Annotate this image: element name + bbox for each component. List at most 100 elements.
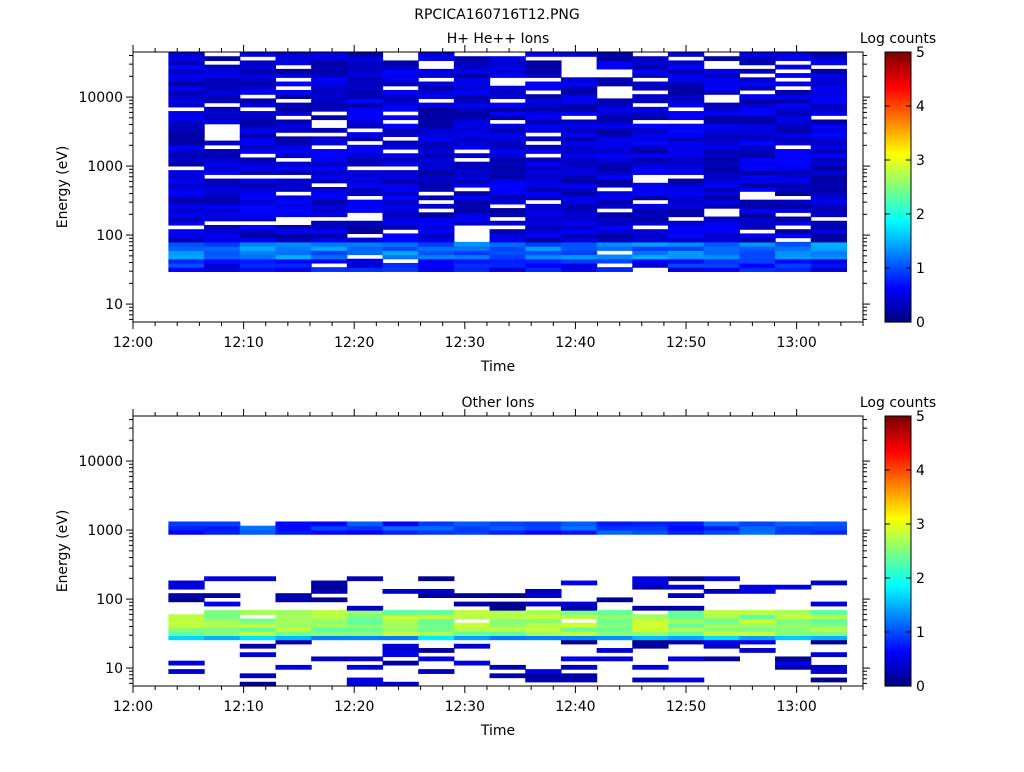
data-cell xyxy=(382,241,419,247)
data-cell xyxy=(703,614,740,620)
data-cell xyxy=(739,161,776,167)
data-cell xyxy=(810,631,848,636)
colorbar-swatch xyxy=(885,654,911,658)
data-cell xyxy=(596,241,633,247)
data-cell xyxy=(311,584,348,590)
data-cell xyxy=(667,64,705,70)
data-cell xyxy=(632,212,669,218)
data-cell xyxy=(275,178,312,184)
data-cell xyxy=(453,60,491,66)
colorbar-swatch xyxy=(885,70,911,73)
data-cell xyxy=(275,60,312,66)
data-cell xyxy=(382,208,419,213)
data-cell xyxy=(453,195,491,201)
data-cell xyxy=(739,233,776,239)
data-cell xyxy=(204,250,241,256)
y-tick-label: 10000 xyxy=(78,454,123,470)
data-cell xyxy=(810,182,848,188)
data-cell xyxy=(168,149,205,154)
data-cell xyxy=(204,98,241,104)
data-cell xyxy=(489,153,526,159)
data-cell xyxy=(775,111,812,116)
data-cell xyxy=(632,605,669,611)
data-cell xyxy=(453,161,491,167)
data-cell xyxy=(632,216,669,222)
data-cell xyxy=(810,610,848,615)
data-cell xyxy=(667,605,705,611)
data-cell xyxy=(239,681,277,687)
data-cell xyxy=(703,56,740,62)
data-cell xyxy=(667,631,705,636)
colorbar-swatch xyxy=(885,587,911,590)
data-cell xyxy=(204,64,241,70)
data-cell xyxy=(560,102,598,108)
data-cell xyxy=(489,140,526,146)
data-cell xyxy=(775,208,812,213)
data-cell xyxy=(810,580,848,586)
data-cell xyxy=(204,593,241,599)
data-cell xyxy=(775,98,812,104)
data-cell xyxy=(703,254,740,260)
data-cell xyxy=(739,56,776,62)
data-cell xyxy=(667,115,705,121)
data-cell xyxy=(560,157,598,163)
data-cell xyxy=(239,673,277,679)
data-cell xyxy=(418,132,455,137)
data-cell xyxy=(525,119,562,125)
colorbar-tick-label: 3 xyxy=(916,153,925,169)
data-cell xyxy=(453,610,491,615)
data-cell xyxy=(382,68,419,74)
data-cell xyxy=(453,56,491,62)
data-cell xyxy=(703,250,740,256)
colorbar-swatch xyxy=(885,191,911,195)
colorbar-swatch xyxy=(885,629,911,633)
data-cell xyxy=(810,258,848,264)
data-cell xyxy=(239,233,277,239)
colorbar-swatch xyxy=(885,317,911,321)
data-cell xyxy=(703,165,740,171)
data-cell xyxy=(382,161,419,167)
data-cell xyxy=(382,195,419,201)
data-cell xyxy=(489,525,526,531)
colorbar-swatch xyxy=(885,542,911,545)
data-cell xyxy=(239,98,277,104)
data-cell xyxy=(239,60,277,66)
data-cell xyxy=(560,529,598,535)
data-cell xyxy=(346,203,384,209)
data-cell xyxy=(275,149,312,154)
data-cell xyxy=(560,525,598,531)
data-cell xyxy=(418,529,455,535)
data-cell xyxy=(489,178,526,184)
colorbar-swatch xyxy=(885,479,911,482)
data-cell xyxy=(346,73,384,78)
data-cell xyxy=(703,237,740,243)
data-cell xyxy=(810,136,848,142)
data-cell xyxy=(596,220,633,226)
data-cell xyxy=(739,182,776,188)
data-cell xyxy=(489,229,526,235)
data-cell xyxy=(168,618,205,624)
colorbar-swatch xyxy=(885,90,911,94)
data-cell xyxy=(703,127,740,133)
data-cell xyxy=(346,64,384,70)
y-axis: 10 100 1000 10000 Energy (eV) xyxy=(55,419,870,684)
data-cell xyxy=(453,529,491,535)
data-cell xyxy=(596,635,633,641)
data-cell xyxy=(418,626,455,632)
data-cell xyxy=(346,618,384,624)
data-cell xyxy=(346,123,384,129)
colorbar-swatch xyxy=(885,674,911,678)
colorbar-swatch xyxy=(885,151,911,154)
data-cell xyxy=(667,677,705,683)
data-cell xyxy=(667,224,705,230)
data-cell xyxy=(632,157,669,163)
data-cell xyxy=(810,521,848,527)
data-cell xyxy=(168,597,205,603)
data-cell xyxy=(775,153,812,159)
colorbar-swatch xyxy=(885,137,911,141)
data-cell xyxy=(382,643,419,649)
data-cell xyxy=(632,254,669,260)
data-cell xyxy=(382,525,419,531)
data-cell xyxy=(775,656,812,662)
data-cell xyxy=(239,161,277,167)
